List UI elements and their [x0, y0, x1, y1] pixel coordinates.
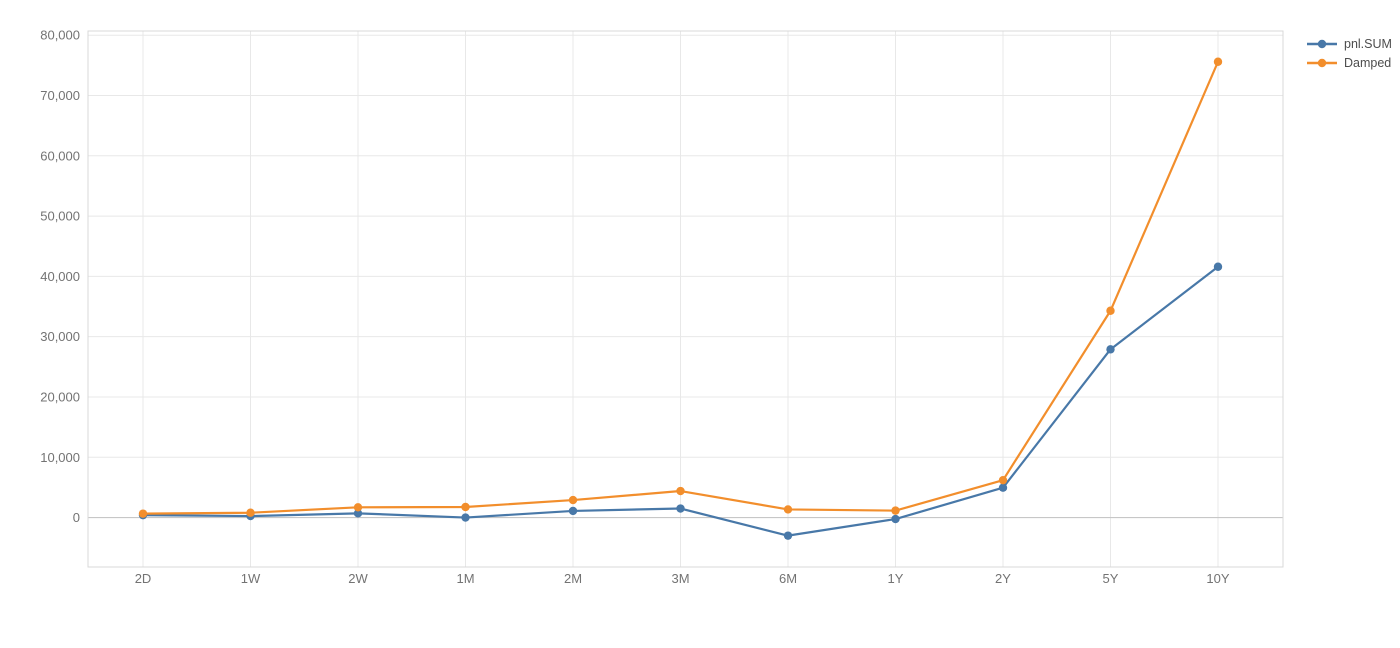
- data-point-damped-1m[interactable]: [461, 502, 470, 512]
- data-point-pnl-sum-1y[interactable]: [891, 514, 900, 524]
- data-point-pnl-sum-1m[interactable]: [461, 513, 470, 522]
- x-tick-label: 10Y: [1206, 571, 1229, 586]
- x-tick-label: 1Y: [888, 571, 904, 586]
- x-tick-label: 2Y: [995, 571, 1011, 586]
- x-tick-label: 6M: [779, 571, 797, 586]
- legend-label: Damped: [1344, 56, 1392, 70]
- data-point-pnl-sum-6m[interactable]: [783, 531, 793, 540]
- y-tick-label: 20,000: [40, 389, 80, 404]
- x-tick-label: 2D: [135, 571, 152, 586]
- x-tick-label: 1M: [456, 571, 474, 586]
- data-point-pnl-sum-2m[interactable]: [568, 506, 578, 516]
- data-point-pnl-sum-3m[interactable]: [676, 504, 685, 513]
- data-point-damped-2y[interactable]: [998, 475, 1008, 485]
- y-tick-label: 50,000: [40, 209, 80, 224]
- y-tick-label: 0: [73, 510, 80, 525]
- y-tick-label: 10,000: [40, 450, 80, 465]
- chart-legend: pnl.SUM Damped: [1306, 36, 1392, 71]
- legend-line-marker-icon: [1307, 58, 1337, 68]
- y-tick-label: 70,000: [40, 88, 80, 103]
- data-point-pnl-sum-10y[interactable]: [1213, 262, 1223, 271]
- legend-label: pnl.SUM: [1344, 37, 1392, 51]
- data-point-pnl-sum-2w[interactable]: [353, 509, 363, 518]
- data-point-damped-2w[interactable]: [353, 503, 363, 512]
- data-point-damped-2d[interactable]: [138, 509, 148, 518]
- data-point-damped-6m[interactable]: [783, 505, 793, 514]
- x-tick-label: 1W: [241, 571, 261, 586]
- data-point-pnl-sum-2y[interactable]: [998, 483, 1008, 492]
- data-point-damped-2m[interactable]: [568, 495, 578, 505]
- x-tick-label: 3M: [671, 571, 689, 586]
- legend-item-pnl-sum[interactable]: pnl.SUM: [1306, 36, 1392, 52]
- data-point-pnl-sum-5y[interactable]: [1106, 345, 1115, 354]
- y-tick-label: 80,000: [40, 28, 80, 43]
- data-point-damped-1y[interactable]: [891, 506, 900, 515]
- plot-border: [87, 30, 1284, 568]
- y-tick-label: 40,000: [40, 269, 80, 284]
- y-tick-label: 30,000: [40, 329, 80, 344]
- x-tick-label: 2W: [348, 571, 368, 586]
- data-point-damped-1w[interactable]: [246, 508, 255, 517]
- data-point-damped-5y[interactable]: [1106, 306, 1115, 315]
- y-tick-label: 60,000: [40, 148, 80, 163]
- data-point-damped-10y[interactable]: [1213, 57, 1223, 66]
- x-tick-label: 2M: [564, 571, 582, 586]
- legend-item-damped[interactable]: Damped: [1306, 55, 1392, 71]
- data-point-damped-3m[interactable]: [676, 486, 685, 496]
- x-tick-label: 5Y: [1103, 571, 1119, 586]
- legend-line-marker-icon: [1307, 39, 1337, 49]
